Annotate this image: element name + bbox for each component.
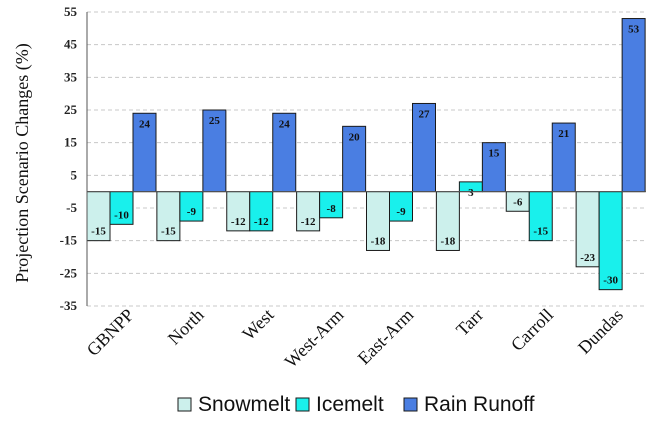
data-label: 24	[139, 118, 151, 130]
legend-label: Rain Runoff	[424, 393, 535, 416]
legend-swatch	[403, 397, 418, 412]
x-tick-label: Dundas	[574, 305, 627, 358]
data-label: -12	[254, 216, 269, 228]
data-label: -12	[301, 216, 316, 228]
data-labels: -15 -15 -12 -12 -18 -18 -6 -23 -10 -9 -12 -8 -9 3 -15 -…	[91, 24, 639, 287]
data-label: -9	[187, 206, 197, 218]
data-label: 24	[279, 118, 291, 130]
data-label: -6	[513, 196, 523, 208]
data-label: -15	[91, 226, 106, 238]
legend-label: Snowmelt	[198, 393, 290, 416]
y-tick-label: 55	[64, 4, 78, 19]
y-tick-label: 5	[71, 167, 78, 182]
data-label: 15	[488, 148, 500, 160]
data-label: -15	[161, 226, 176, 238]
data-label: 20	[349, 131, 361, 143]
x-tick-label: West	[238, 305, 277, 344]
y-tick-label: 25	[64, 102, 78, 117]
x-tick-label: GBNPP	[83, 305, 138, 360]
y-tick-label: 35	[64, 69, 78, 84]
legend-label: Icemelt	[316, 393, 384, 416]
data-label: 53	[628, 24, 640, 36]
data-label: 25	[209, 115, 221, 127]
bar-rain-runoff	[621, 18, 646, 193]
y-tick-label: 45	[64, 37, 78, 52]
legend: Snowmelt Icemelt Rain Runoff	[177, 393, 535, 416]
data-label: -23	[580, 252, 595, 264]
data-label: -15	[533, 226, 548, 238]
data-label: 3	[468, 187, 474, 199]
data-label: -8	[327, 203, 337, 215]
y-axis-label: Projection Scenario Changes (%)	[12, 43, 33, 282]
x-tick-label: West-Arm	[281, 305, 348, 372]
data-label: 21	[558, 128, 569, 140]
data-label: -9	[396, 206, 406, 218]
data-label: -18	[441, 235, 456, 247]
legend-swatch	[295, 397, 310, 412]
data-label: -12	[231, 216, 246, 228]
legend-swatch	[177, 397, 192, 412]
x-tick-label: North	[164, 305, 208, 349]
data-label: -18	[371, 235, 386, 247]
bars	[86, 18, 646, 291]
y-tick-label: 15	[64, 135, 78, 150]
y-tick-labels: -35 -25 -15 -5 5 15 25 35 45 55	[60, 4, 78, 313]
x-tick-label: Tarr	[452, 305, 487, 340]
x-tick-label: East-Arm	[354, 305, 418, 369]
y-tick-label: -25	[60, 265, 78, 280]
data-label: 27	[419, 108, 431, 120]
data-label: -10	[114, 209, 129, 221]
x-tick-labels: GBNPP North West West-Arm East-Arm Tarr Carrol…	[83, 305, 627, 372]
y-tick-label: -15	[60, 233, 78, 248]
data-label: -30	[603, 275, 618, 287]
x-tick-label: Carroll	[507, 305, 557, 355]
y-tick-label: -5	[66, 200, 77, 215]
y-tick-label: -35	[60, 298, 78, 313]
